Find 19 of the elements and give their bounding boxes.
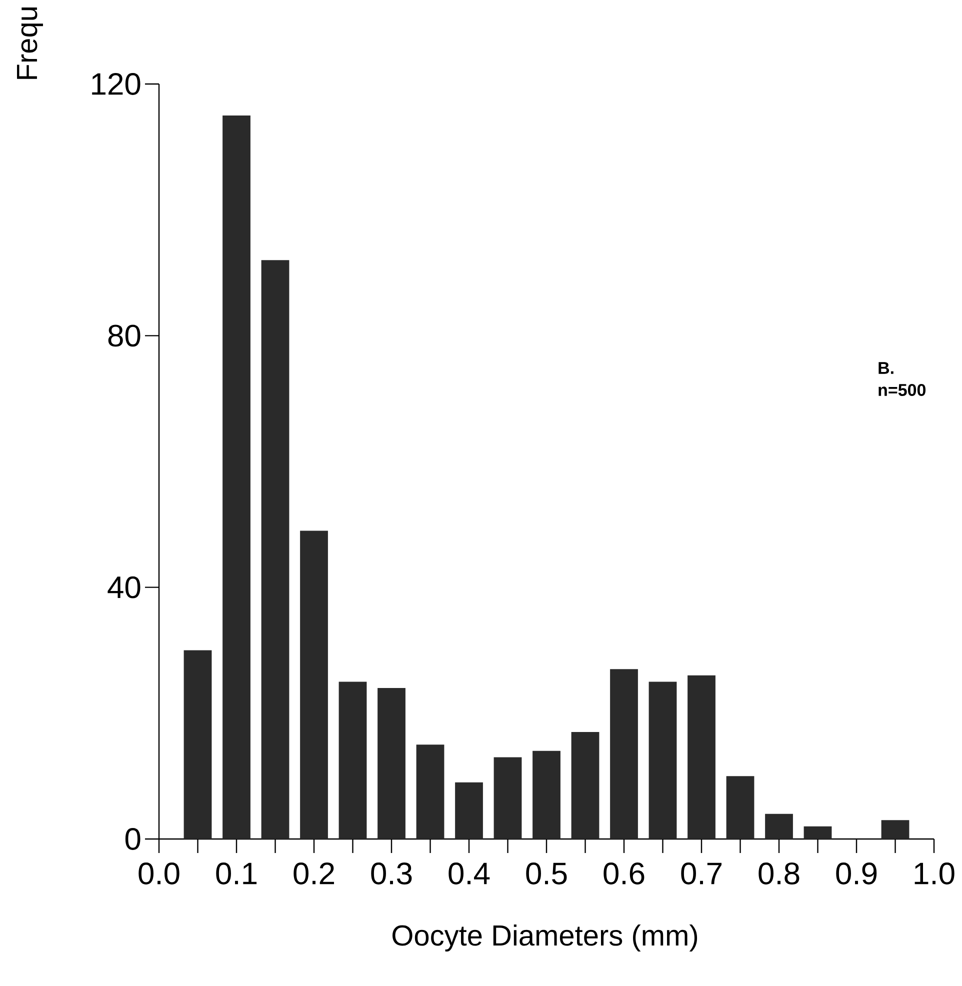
x-tick-label: 0.2 <box>294 862 334 884</box>
y-tick-label: 40 <box>108 576 140 598</box>
y-axis-title: Frequ <box>17 7 43 79</box>
y-tick-label: 0 <box>125 828 140 850</box>
x-tick-label: 0.1 <box>216 862 257 884</box>
x-axis-title: Oocyte Diameters (mm) <box>392 924 698 952</box>
y-tick-label: 120 <box>92 73 140 95</box>
x-tick-label: 0.8 <box>758 862 800 884</box>
x-tick-label: 0.5 <box>526 862 567 884</box>
annotation: B. <box>878 362 894 374</box>
x-tick-label: 1.0 <box>914 862 954 884</box>
x-tick-label: 0.7 <box>681 862 722 884</box>
y-tick-label: 80 <box>108 324 140 347</box>
x-tick-label: 0.9 <box>836 862 877 884</box>
x-tick-label: 0.6 <box>604 862 644 884</box>
annotation: n=500 <box>878 384 926 396</box>
x-tick-label: 0.3 <box>371 862 412 884</box>
x-tick-label: 0.0 <box>138 862 180 884</box>
x-tick-label: 0.4 <box>448 862 490 884</box>
